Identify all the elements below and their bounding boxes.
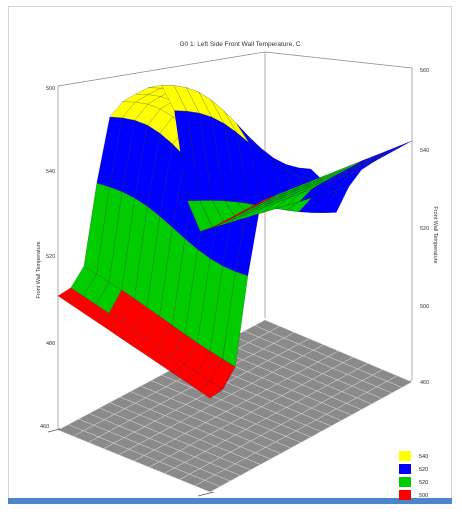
z-axis-title-right: Front Wall Temperature [432, 206, 438, 263]
legend-swatch-1 [399, 464, 411, 474]
z-tick-left-3: 480 [46, 341, 55, 347]
legend-swatch-0 [399, 451, 411, 461]
z-tick-left-4: 460 [40, 424, 49, 430]
z-tick-left-0: 500 [46, 86, 55, 92]
chart-title: G0 1: Left Side Front Wall Temperature, … [179, 41, 300, 48]
z-axis-title-left: Front Wall Temperature [36, 241, 42, 298]
legend-label-1: 520 [419, 467, 428, 473]
surface-cell [362, 152, 388, 165]
z-tick-right-2: 520 [420, 226, 429, 232]
surface-cell [387, 140, 413, 153]
legend-label-3: 500 [419, 493, 428, 499]
z-tick-right-4: 460 [420, 380, 429, 386]
surface-mesh [57, 84, 413, 399]
z-tick-left-1: 540 [46, 169, 55, 175]
legend-label-0: 540 [419, 454, 428, 460]
z-tick-right-1: 540 [420, 148, 429, 154]
axis-end-marks [47, 428, 215, 497]
z-tick-right-3: 500 [420, 304, 429, 310]
floor-cell [386, 375, 413, 388]
legend-swatch-2 [399, 477, 411, 487]
surface-cell [374, 145, 400, 158]
legend: 540 520 520 500 [399, 451, 428, 500]
z-tick-left-2: 520 [46, 254, 55, 260]
z-tick-right-0: 560 [420, 68, 429, 74]
surface-cell [252, 194, 278, 207]
legend-swatch-3 [399, 490, 411, 500]
surface-cell [374, 147, 400, 160]
frame-bottom-bar [8, 498, 452, 504]
legend-label-2: 520 [419, 480, 428, 486]
